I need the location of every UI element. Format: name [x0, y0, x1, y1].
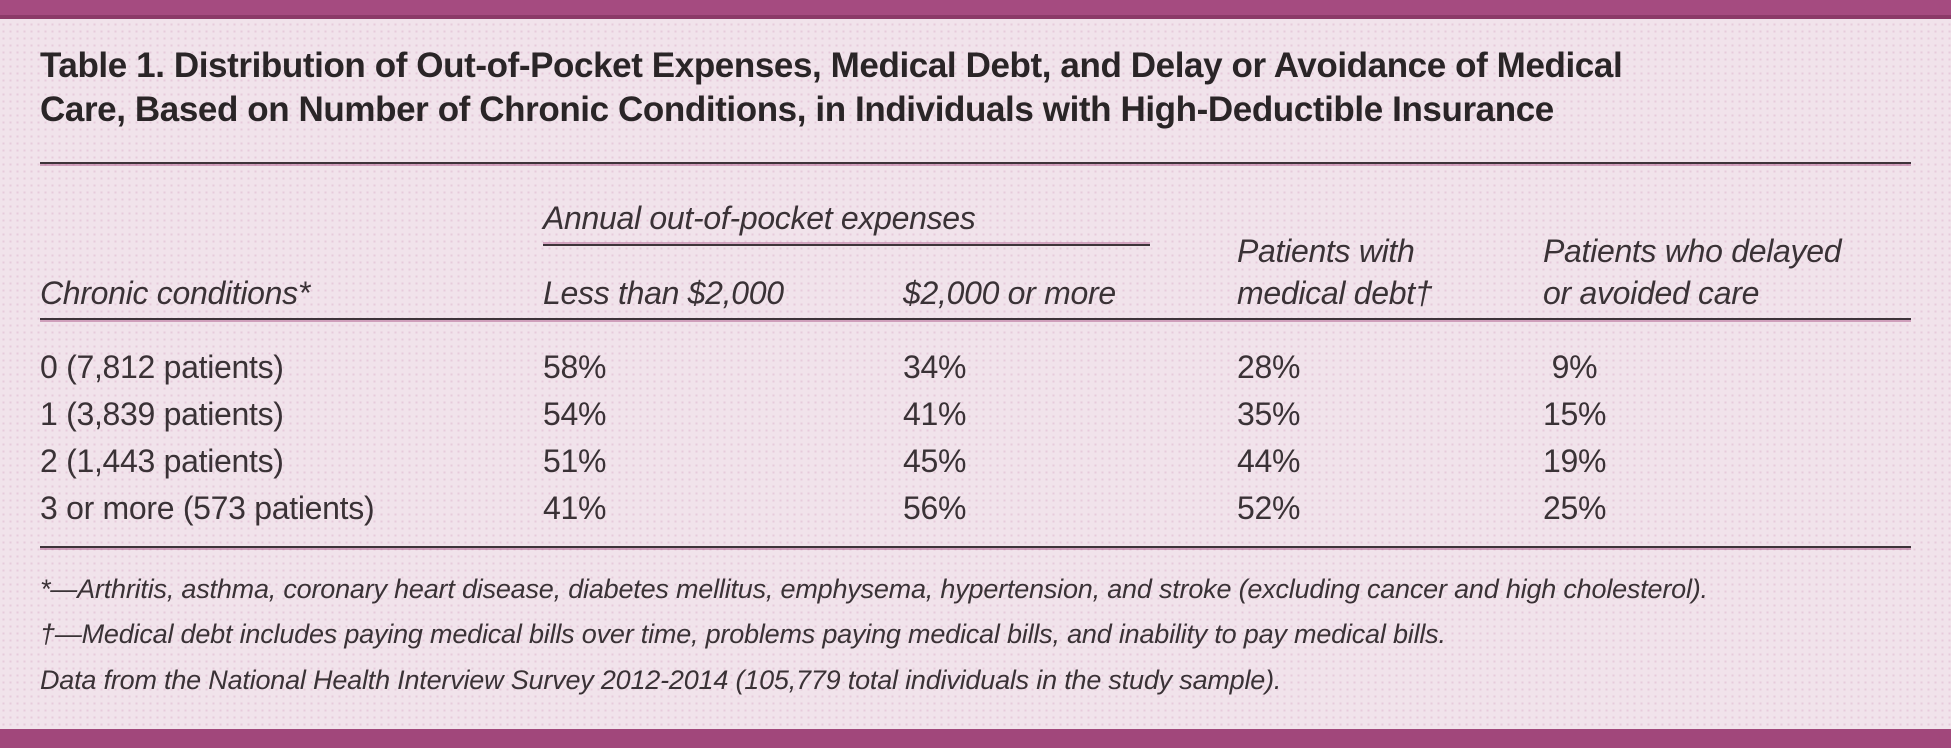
spanner-rule — [543, 244, 1150, 246]
cell-medical-debt: 52% — [1237, 490, 1301, 526]
header-rule — [40, 318, 1911, 320]
table-row: 1 (3,839 patients) 54% 41% 35% 15% — [0, 394, 1951, 434]
title-rule — [40, 162, 1911, 164]
cell-delayed-avoided: 15% — [1543, 396, 1607, 432]
row-label: 0 (7,812 patients) — [40, 349, 284, 385]
column-header-chronic-conditions: Chronic conditions* — [40, 275, 311, 311]
column-header-oop-less-2000: Less than $2,000 — [543, 275, 784, 311]
top-accent-bar — [0, 0, 1951, 19]
cell-oop-less-2000: 51% — [543, 443, 607, 479]
cell-medical-debt: 44% — [1237, 443, 1301, 479]
row-label: 2 (1,443 patients) — [40, 443, 284, 479]
cell-oop-2000-or-more: 45% — [903, 443, 967, 479]
cell-delayed-avoided: 19% — [1543, 443, 1607, 479]
table-row: 0 (7,812 patients) 58% 34% 28% 9% — [0, 347, 1951, 387]
cell-oop-less-2000: 54% — [543, 396, 607, 432]
cell-medical-debt: 28% — [1237, 349, 1301, 385]
table-row: 3 or more (573 patients) 41% 56% 52% 25% — [0, 488, 1951, 528]
cell-medical-debt: 35% — [1237, 396, 1301, 432]
column-header-delayed-care: Patients who delayed or avoided care — [1543, 230, 1842, 314]
footnote-chronic-conditions: *—Arthritis, asthma, coronary heart dise… — [40, 574, 1708, 604]
row-label: 1 (3,839 patients) — [40, 396, 284, 432]
column-header-delayed-care-line-1: Patients who delayed — [1543, 233, 1842, 269]
cell-oop-less-2000: 58% — [543, 349, 607, 385]
column-header-oop-2000-or-more: $2,000 or more — [903, 275, 1116, 311]
table-title: Table 1. Distribution of Out-of-Pocket E… — [40, 44, 1920, 132]
cell-delayed-avoided: 9% — [1543, 349, 1598, 385]
table-title-line-1: Table 1. Distribution of Out-of-Pocket E… — [40, 46, 1623, 85]
column-header-medical-debt-line-2: medical debt† — [1237, 275, 1433, 311]
column-header-delayed-care-line-2: or avoided care — [1543, 275, 1760, 311]
cell-oop-less-2000: 41% — [543, 490, 607, 526]
bottom-accent-bar — [0, 729, 1951, 748]
column-header-medical-debt: Patients with medical debt† — [1237, 230, 1433, 314]
row-label: 3 or more (573 patients) — [40, 490, 375, 526]
spanner-header: Annual out-of-pocket expenses — [543, 200, 976, 236]
cell-oop-2000-or-more: 56% — [903, 490, 967, 526]
cell-oop-2000-or-more: 34% — [903, 349, 967, 385]
cell-oop-2000-or-more: 41% — [903, 396, 967, 432]
table-row: 2 (1,443 patients) 51% 45% 44% 19% — [0, 441, 1951, 481]
table-bottom-rule — [40, 546, 1911, 548]
column-header-medical-debt-line-1: Patients with — [1237, 233, 1415, 269]
table-title-line-2: Care, Based on Number of Chronic Conditi… — [40, 90, 1554, 129]
footnote-data-source: Data from the National Health Interview … — [40, 665, 1282, 695]
cell-delayed-avoided: 25% — [1543, 490, 1607, 526]
footnote-medical-debt: †—Medical debt includes paying medical b… — [40, 619, 1446, 649]
